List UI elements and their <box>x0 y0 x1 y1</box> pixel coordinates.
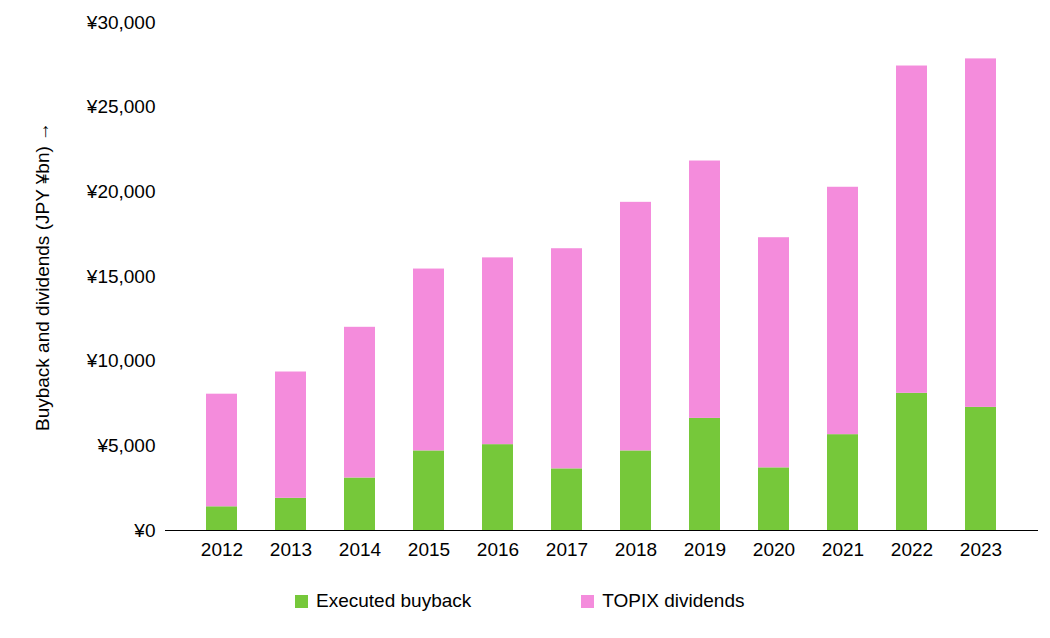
svg-text:2014: 2014 <box>339 539 382 560</box>
html-text:Executed buyback: Executed buyback <box>316 590 472 611</box>
svg-text:2013: 2013 <box>270 539 312 560</box>
svg-text:2019: 2019 <box>684 539 726 560</box>
svg-text:2023: 2023 <box>960 539 1002 560</box>
svg-text:Buyback and dividends (JPY ¥bn: Buyback and dividends (JPY ¥bn) → <box>32 122 53 431</box>
svg-text:¥30,000: ¥30,000 <box>86 12 156 33</box>
html-text:TOPIX dividends: TOPIX dividends <box>602 590 745 611</box>
svg-text:¥0: ¥0 <box>133 520 155 541</box>
svg-text:2012: 2012 <box>201 539 243 560</box>
svg-text:2017: 2017 <box>546 539 588 560</box>
svg-text:2021: 2021 <box>822 539 864 560</box>
svg-text:¥10,000: ¥10,000 <box>86 350 156 371</box>
svg-text:2018: 2018 <box>615 539 657 560</box>
svg-text:¥20,000: ¥20,000 <box>86 181 156 202</box>
svg-text:¥15,000: ¥15,000 <box>86 266 156 287</box>
svg-text:2022: 2022 <box>891 539 933 560</box>
svg-text:2016: 2016 <box>477 539 519 560</box>
svg-text:¥5,000: ¥5,000 <box>96 435 155 456</box>
svg-text:¥25,000: ¥25,000 <box>86 96 156 117</box>
svg-text:2015: 2015 <box>408 539 450 560</box>
svg-text:2020: 2020 <box>753 539 795 560</box>
